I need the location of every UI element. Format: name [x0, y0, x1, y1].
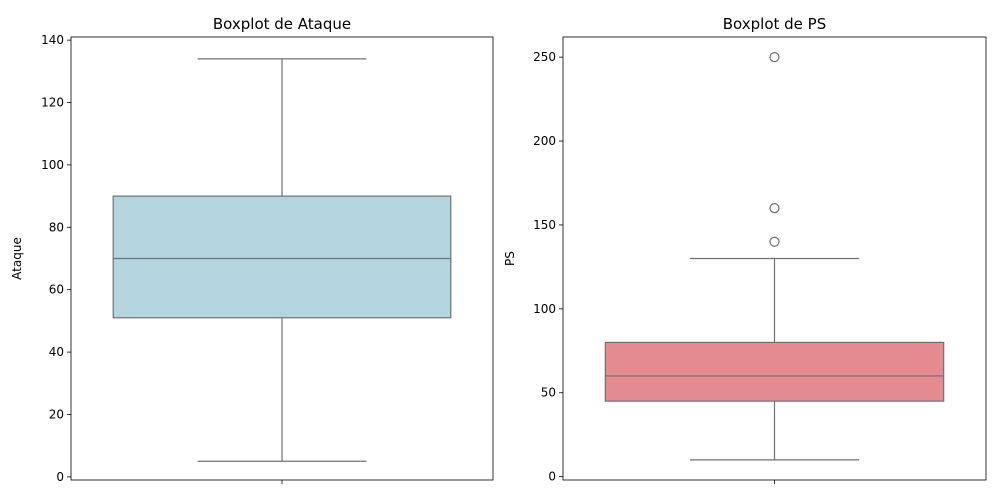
- y-tick-label: 0: [56, 470, 64, 484]
- y-tick-label: 150: [533, 218, 556, 232]
- y-tick-label: 0: [548, 470, 556, 484]
- chart-title: Boxplot de PS: [723, 15, 826, 33]
- y-tick-label: 50: [541, 386, 556, 400]
- y-tick-label: 100: [533, 302, 556, 316]
- panel-ps: Boxplot de PS PS 0 50 100 150 200 250: [503, 15, 987, 484]
- y-ticks: 0 20 40 60 80 100 120 140: [41, 33, 283, 484]
- y-tick-label: 140: [41, 33, 64, 47]
- boxplot-marks: [112, 58, 452, 462]
- boxplot-marks: [604, 52, 945, 461]
- iqr-box: [604, 341, 945, 402]
- y-tick-label: 120: [41, 96, 64, 110]
- outlier-point: [769, 52, 780, 63]
- y-ticks: 0 50 100 150 200 250: [533, 50, 775, 484]
- panel-ataque: Boxplot de Ataque Ataque 0 20 40 60 80 100 120…: [10, 15, 494, 484]
- y-tick-label: 40: [49, 345, 64, 359]
- outlier-point: [769, 236, 780, 247]
- y-tick-label: 100: [41, 158, 64, 172]
- y-tick-label: 250: [533, 50, 556, 64]
- y-tick-label: 80: [49, 220, 64, 234]
- chart-title: Boxplot de Ataque: [213, 15, 351, 33]
- y-tick-label: 60: [49, 283, 64, 297]
- outlier-point: [769, 203, 780, 214]
- y-tick-label: 200: [533, 134, 556, 148]
- y-axis-label: PS: [503, 251, 517, 266]
- y-tick-label: 20: [49, 407, 64, 421]
- y-axis-label: Ataque: [10, 237, 24, 280]
- iqr-box: [112, 195, 452, 319]
